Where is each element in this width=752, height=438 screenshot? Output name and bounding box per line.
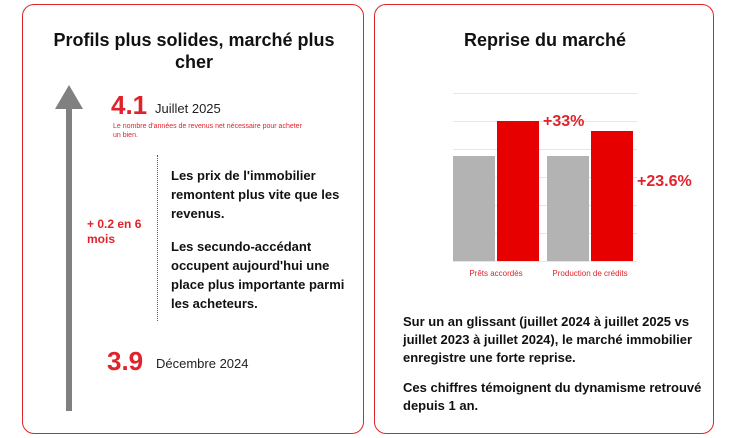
paragraph-recovery: Sur un an glissant (juillet 2024 à juill… — [403, 314, 693, 365]
bar-current-0 — [497, 121, 539, 261]
category-label: Prêts accordés — [469, 269, 523, 278]
paragraph-dynamism: Ces chiffres témoignent du dynamisme ret… — [403, 380, 702, 413]
paragraph-prices: Les prix de l'immobilier remontent plus … — [171, 168, 340, 221]
up-arrow-shaft — [66, 105, 72, 411]
right-card-title: Reprise du marché — [463, 30, 627, 50]
bar-current-1 — [591, 131, 633, 261]
footnote: Le nombre d'années de revenus net nécess… — [113, 123, 302, 139]
bar-previous-1 — [547, 156, 589, 261]
bottom-date: Décembre 2024 — [156, 356, 249, 371]
grid-line — [453, 121, 637, 122]
left-card-title: Profils plus solides, marché plus cher — [53, 30, 335, 72]
data-label: +23.6% — [637, 173, 692, 191]
grid-line — [453, 149, 637, 150]
category-label: Production de crédits — [552, 269, 628, 278]
left-card: Profils plus solides, marché plus cher 4… — [22, 4, 364, 434]
grid-line — [453, 233, 637, 234]
bottom-value: 3.9 — [107, 346, 144, 376]
grid-line — [453, 205, 637, 206]
grid-line — [453, 93, 637, 94]
right-card: Reprise du marché +33% Prêts accordés +23.… — [374, 4, 714, 434]
bar-chart: +33% Prêts accordés +23.6% Production de cr… — [453, 85, 692, 278]
bar-previous-0 — [453, 156, 495, 261]
top-value: 4.1 — [111, 90, 148, 120]
dotted-divider — [157, 155, 158, 321]
delta-label: + 0.2 en 6 mois — [87, 217, 142, 246]
paragraph-buyers: Les secundo-accédant occupent aujourd'hu… — [171, 239, 345, 311]
grid-line — [453, 177, 637, 178]
grid-line — [453, 261, 637, 262]
data-label: +33% — [543, 113, 585, 131]
top-date: Juillet 2025 — [155, 101, 221, 116]
